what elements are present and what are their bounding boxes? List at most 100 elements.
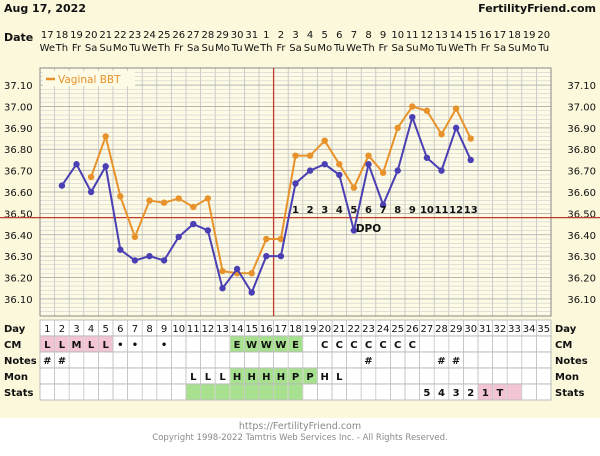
day-number: 16 [260,324,273,335]
day-number: 28 [435,324,448,335]
cell-text: • [117,340,123,351]
cell-text: L [219,372,226,383]
cell-highlight [230,368,244,384]
cell-text: C [379,340,386,351]
data-point [277,252,285,260]
day-number: 32 [494,324,507,335]
footer-url[interactable]: https://FertilityFriend.com [238,421,362,432]
row-label-right: Mon [555,372,579,383]
date-label: 17 [41,30,54,41]
row-label-right: Day [555,324,577,335]
dpo-label: DPO [356,223,381,235]
data-point [87,188,95,196]
date-label: 7 [351,30,357,41]
day-number: 26 [406,324,419,335]
day-number: 6 [117,324,123,335]
y-tick-label-left: 36.30 [4,252,33,263]
row-label-left: Notes [4,356,37,367]
data-point [102,163,109,170]
weekday-label: Mo [317,43,332,54]
day-number: 2 [59,324,65,335]
cell-text: W [261,340,272,351]
data-point [306,152,314,159]
dpo-number: 3 [321,205,328,216]
data-point [321,137,328,144]
date-label: 14 [450,30,463,41]
weekday-label: Th [361,43,374,54]
cell-highlight [274,336,288,352]
day-number: 11 [187,324,200,335]
y-tick-label-left: 37.00 [4,102,33,113]
weekday-label: Sa [187,43,199,54]
day-number: 7 [132,324,138,335]
cell-text: # [364,356,372,367]
day-number: 30 [464,324,477,335]
cell-highlight [259,368,274,384]
cell-highlight [274,384,288,400]
y-tick-label-right: 36.30 [567,252,596,263]
y-tick-label-left: 36.40 [4,231,33,242]
cell-text: H [321,372,329,383]
date-label: 31 [245,30,258,41]
weekday-label: Mo [113,43,128,54]
weekday-label: Tu [128,43,140,54]
date-label: 20 [537,30,550,41]
data-point [248,289,255,296]
weekday-label: Tu [333,43,345,54]
data-point [350,227,358,234]
cell-highlight [215,384,230,400]
cell-text: P [292,372,299,383]
data-point [233,265,241,273]
data-point [117,246,124,253]
date-label: 24 [143,30,156,41]
date-label: 22 [114,30,127,41]
weekday-label: Th [157,43,170,54]
header-date: Aug 17, 2022 [4,2,86,15]
cell-highlight [201,384,215,400]
dpo-number: 2 [307,205,314,216]
day-number: 24 [377,324,390,335]
dpo-number: 8 [394,205,401,216]
weekday-label: Sa [85,43,97,54]
cell-text: E [234,340,241,351]
data-point [263,252,270,260]
weekday-label: Th [55,43,68,54]
date-label: 8 [365,30,371,41]
data-point [336,161,343,168]
y-tick-label-left: 36.80 [4,145,33,156]
data-point [146,197,153,204]
date-label: 19 [70,30,83,41]
cell-text: P [306,372,313,383]
cell-highlight [259,336,274,352]
weekday-label: Fr [72,43,82,54]
data-point [365,152,372,159]
data-point [277,235,285,243]
data-point [248,270,255,277]
date-label: 16 [479,30,492,41]
data-point [175,233,182,241]
weekday-label: Su [304,43,317,54]
day-number: 10 [172,324,185,335]
cell-highlight [303,368,317,384]
table-row [39,351,552,369]
weekday-label: Tu [435,43,447,54]
date-label: 17 [494,30,507,41]
row-label-right: Notes [555,356,588,367]
data-point [423,107,431,114]
dpo-number: 1 [292,205,299,216]
cell-text: L [59,340,66,351]
day-number: 12 [202,324,215,335]
date-label: 2 [278,30,284,41]
data-point [379,201,387,209]
date-label: 27 [187,30,200,41]
row-label-left: Mon [4,372,28,383]
day-number: 23 [362,324,375,335]
date-label: 1 [263,30,269,41]
data-point [263,235,270,243]
weekday-label: Fr [481,43,491,54]
cell-text: H [248,372,256,383]
weekday-label: Th [463,43,476,54]
weekday-label: Th [259,43,272,54]
date-label: 18 [508,30,521,41]
